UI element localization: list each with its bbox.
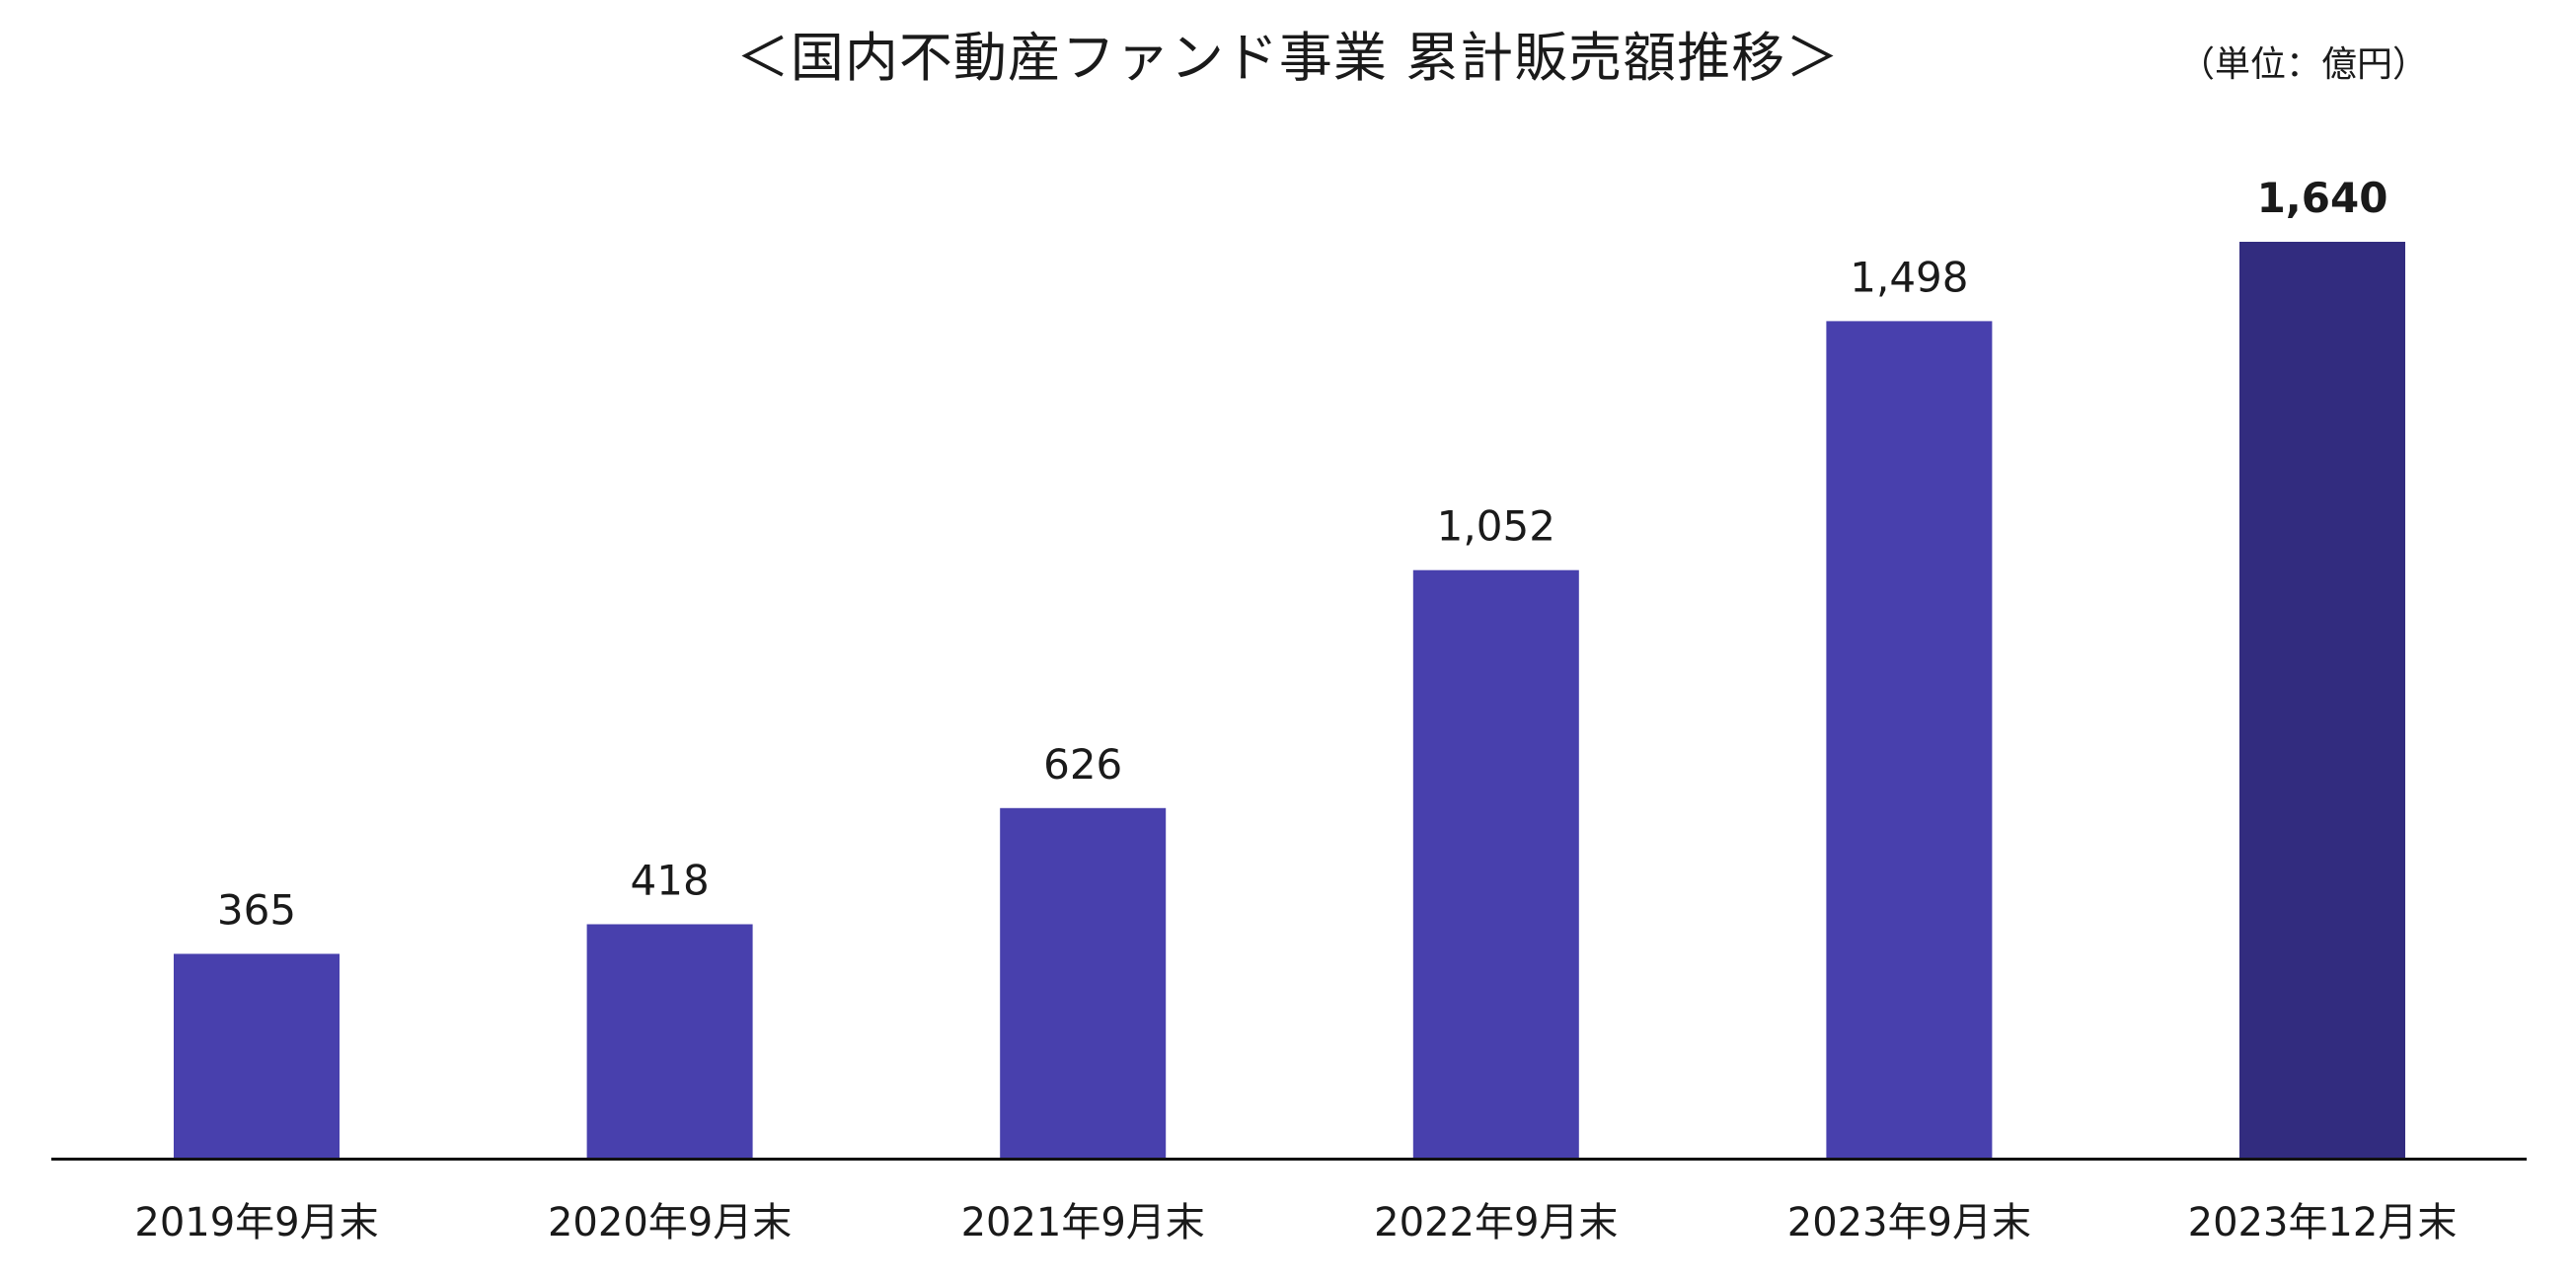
data-label-5: 1,498 xyxy=(1850,253,1968,301)
category-label-1: 2019年9月末 xyxy=(134,1200,378,1245)
bar-1 xyxy=(174,953,340,1158)
bar-4 xyxy=(1412,569,1579,1158)
category-label-4: 2022年9月末 xyxy=(1374,1200,1618,1245)
data-label-3: 626 xyxy=(1043,740,1122,789)
bars-group xyxy=(174,242,2405,1158)
category-label-5: 2023年9月末 xyxy=(1787,1200,2031,1245)
data-label-2: 418 xyxy=(631,857,710,905)
bar-5 xyxy=(1826,321,1993,1158)
category-label-3: 2021年9月末 xyxy=(961,1200,1205,1245)
category-label-2: 2020年9月末 xyxy=(548,1200,792,1245)
bar-3 xyxy=(1000,807,1167,1158)
bar-6 xyxy=(2239,242,2405,1158)
chart-title: ＜国内不動産ファンド事業 累計販売額推移＞ xyxy=(735,27,1841,89)
unit-label: （単位：億円） xyxy=(2178,44,2428,85)
data-label-1: 365 xyxy=(217,886,296,935)
bar-2 xyxy=(586,924,753,1158)
value-labels-group: 365 418 626 1,052 1,498 1,640 xyxy=(217,174,2388,935)
data-label-4: 1,052 xyxy=(1437,502,1555,551)
category-labels-group: 2019年9月末 2020年9月末 2021年9月末 2022年9月末 2023年9月末… xyxy=(134,1200,2457,1245)
data-label-6: 1,640 xyxy=(2257,174,2388,222)
category-label-6: 2023年12月末 xyxy=(2188,1200,2458,1245)
